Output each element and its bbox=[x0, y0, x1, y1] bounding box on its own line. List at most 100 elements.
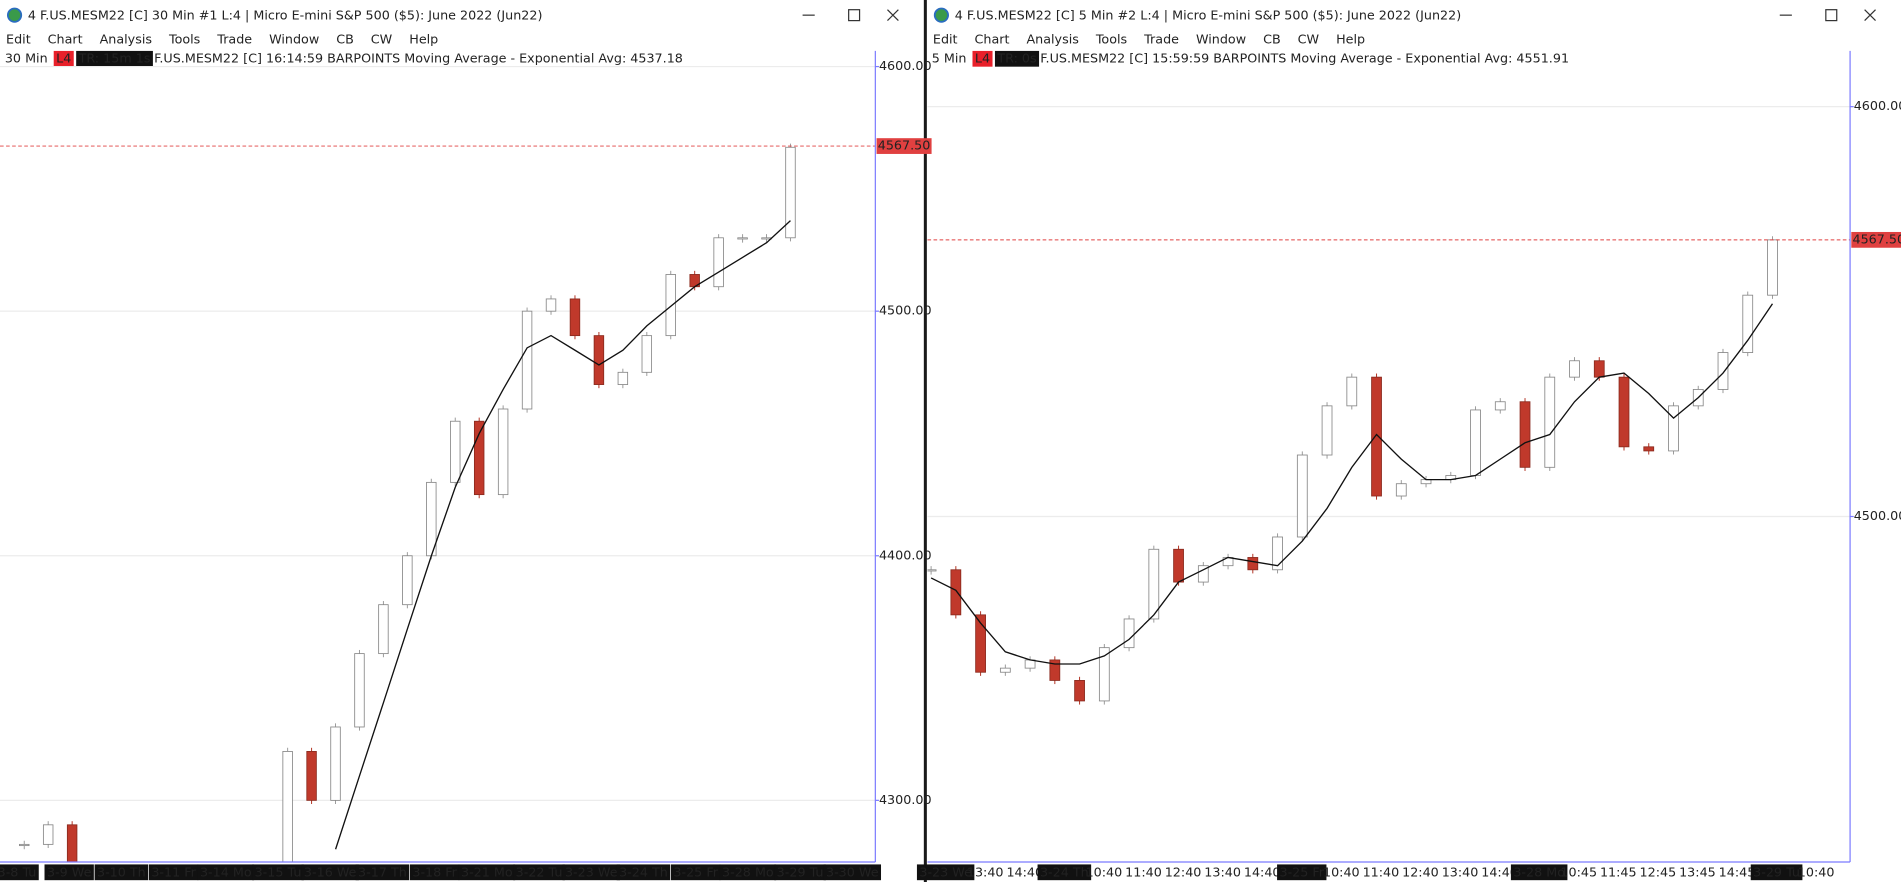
x-label-bg bbox=[458, 864, 516, 881]
window-title: 4 F.US.MESM22 [C] 5 Min #2 L:4 | Micro E… bbox=[955, 7, 1461, 22]
study-info: F.US.MESM22 [C] 15:59:59 BARPOINTS Movin… bbox=[1040, 50, 1569, 65]
x-tick-label: 3-11 Fr bbox=[151, 864, 196, 879]
menu-item[interactable]: CB bbox=[1263, 32, 1281, 47]
close-button[interactable] bbox=[887, 9, 899, 22]
candle bbox=[1668, 405, 1679, 452]
menu-item[interactable]: CW bbox=[1298, 32, 1320, 47]
candle bbox=[1074, 680, 1085, 702]
menu-item[interactable]: Help bbox=[409, 32, 438, 47]
x-tick-label: 3-24 Th bbox=[1040, 864, 1089, 879]
x-label-bg bbox=[1277, 864, 1327, 881]
candle bbox=[1173, 548, 1184, 583]
menu-item[interactable]: Chart bbox=[48, 32, 83, 47]
candle bbox=[42, 824, 54, 845]
x-label-bg bbox=[562, 864, 620, 881]
x-tick-label: 12:45 bbox=[1640, 864, 1677, 879]
x-label-bg bbox=[1750, 864, 1803, 881]
y-tick-label: 4600.00 bbox=[1854, 98, 1901, 113]
menu-item[interactable]: Edit bbox=[6, 32, 31, 47]
x-tick-label: 14:40 bbox=[1006, 864, 1043, 879]
menu-item[interactable]: Trade bbox=[1143, 32, 1179, 47]
candle bbox=[282, 751, 293, 862]
x-tick-label: 3-24 Th bbox=[619, 864, 668, 879]
timer: TR: 15m 1s bbox=[78, 50, 151, 65]
menu-item[interactable]: Tools bbox=[1095, 32, 1127, 47]
menu-item[interactable]: Trade bbox=[216, 32, 252, 47]
candle bbox=[497, 408, 509, 496]
x-tick-label: 10:40 bbox=[1323, 864, 1360, 879]
candle bbox=[1123, 618, 1135, 649]
y-tick-label: 4500.00 bbox=[1854, 508, 1901, 523]
candle bbox=[1024, 659, 1036, 669]
candle bbox=[1494, 401, 1506, 411]
candle bbox=[1593, 360, 1605, 378]
candle bbox=[378, 604, 389, 655]
candle bbox=[1197, 565, 1209, 583]
x-tick-label: 14:40 bbox=[1244, 864, 1281, 879]
x-tick-label: 3-28 Mo bbox=[722, 864, 774, 879]
menu-item[interactable]: Help bbox=[1336, 32, 1365, 47]
x-label-bg bbox=[616, 864, 671, 881]
ema-line bbox=[930, 303, 1774, 665]
interval-label: 30 Min bbox=[5, 50, 48, 65]
menu-item[interactable]: Window bbox=[1196, 32, 1246, 47]
x-label-bg bbox=[355, 864, 410, 881]
candle bbox=[66, 824, 78, 862]
x-label-bg bbox=[409, 864, 460, 881]
candle bbox=[593, 335, 605, 385]
candle bbox=[1767, 239, 1778, 296]
x-tick-label: 10:40 bbox=[1086, 864, 1123, 879]
candle bbox=[999, 667, 1011, 673]
x-tick-label: 3-15 Tu bbox=[255, 864, 302, 879]
candle bbox=[713, 237, 724, 288]
candle bbox=[19, 843, 30, 847]
x-label-bg bbox=[94, 864, 149, 881]
x-tick-label: 3-23 We bbox=[565, 864, 618, 879]
menu-item[interactable]: Analysis bbox=[100, 32, 152, 47]
candle bbox=[1321, 405, 1333, 456]
close-button[interactable] bbox=[1864, 9, 1876, 22]
x-tick-label: 12:40 bbox=[1165, 864, 1202, 879]
x-tick-label: 3-9 We bbox=[47, 864, 92, 879]
badge-bg bbox=[53, 50, 74, 67]
candle bbox=[1296, 454, 1308, 538]
menu-item[interactable]: Tools bbox=[168, 32, 200, 47]
candle bbox=[1519, 401, 1531, 468]
maximize-button[interactable] bbox=[1825, 9, 1838, 22]
x-tick-label: 11:45 bbox=[1600, 864, 1637, 879]
x-tick-label: 3-28 Mo bbox=[1513, 864, 1565, 879]
x-label-bg bbox=[301, 864, 359, 881]
menu-item[interactable]: CB bbox=[336, 32, 354, 47]
x-label-bg bbox=[670, 864, 721, 881]
maximize-button[interactable] bbox=[848, 9, 861, 22]
candle bbox=[330, 726, 341, 801]
last-price-label: 4567.50 bbox=[1853, 231, 1901, 246]
candle bbox=[975, 614, 986, 673]
x-label-bg bbox=[44, 864, 94, 881]
candle bbox=[521, 310, 533, 410]
x-tick-label: 3-30 We bbox=[826, 864, 879, 879]
menu-item[interactable]: Window bbox=[269, 32, 319, 47]
app-icon bbox=[6, 7, 23, 23]
menu-item[interactable]: CW bbox=[371, 32, 393, 47]
badge: L4 bbox=[975, 50, 990, 65]
x-tick-label: 3-23 We bbox=[919, 864, 972, 879]
timer-bg bbox=[76, 50, 153, 67]
x-label-bg bbox=[916, 864, 975, 881]
candle bbox=[1618, 376, 1630, 448]
x-label-bg bbox=[1510, 864, 1568, 881]
x-label-bg bbox=[774, 864, 826, 881]
x-tick-label: 12:40 bbox=[1402, 864, 1439, 879]
candle bbox=[641, 335, 653, 373]
menu-item[interactable]: Analysis bbox=[1026, 32, 1078, 47]
y-tick-label: 4300.00 bbox=[879, 792, 932, 807]
menu-item[interactable]: Edit bbox=[933, 32, 958, 47]
candle bbox=[1643, 446, 1655, 452]
last-price-label: 4567.50 bbox=[878, 138, 931, 153]
menu-item[interactable]: Chart bbox=[975, 32, 1010, 47]
x-label-bg bbox=[1037, 864, 1092, 881]
x-tick-label: 13:40 bbox=[1204, 864, 1241, 879]
badge: L4 bbox=[56, 50, 71, 65]
x-tick-label: 13:40 bbox=[967, 864, 1004, 879]
